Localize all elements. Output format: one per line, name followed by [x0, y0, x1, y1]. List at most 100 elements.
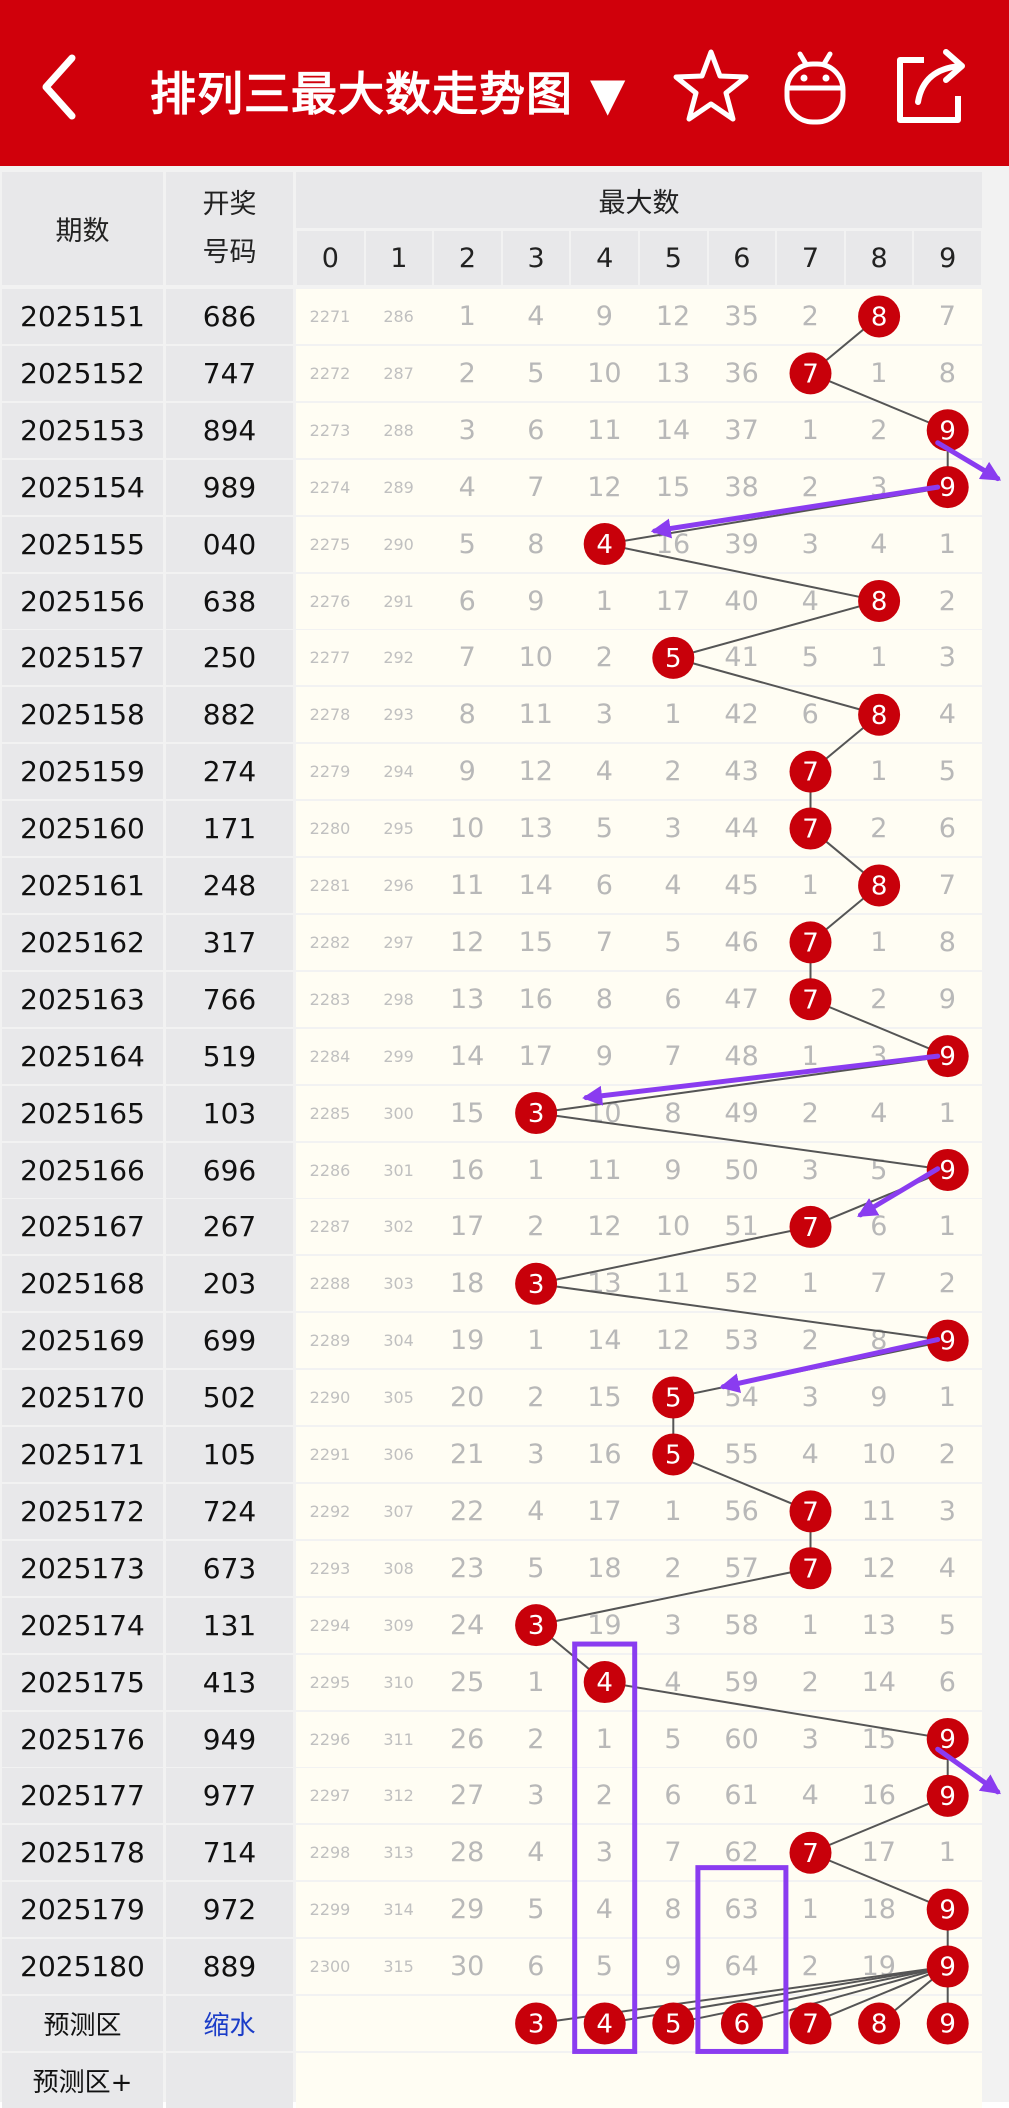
star-icon[interactable] — [666, 40, 756, 130]
max-digit-ball-circle[interactable] — [858, 579, 901, 622]
omission-value: 4 — [938, 1552, 956, 1584]
max-digit-ball-circle[interactable] — [789, 807, 832, 850]
predict-ball[interactable]: 3 — [528, 2009, 545, 2039]
max-digit-ball-circle[interactable] — [789, 1205, 832, 1248]
max-digit-ball-circle[interactable] — [515, 1092, 558, 1135]
max-digit-ball[interactable]: 9 — [939, 1896, 956, 1926]
omission-value: 8 — [664, 1894, 682, 1926]
omission-value: 2293 — [309, 1558, 351, 1578]
max-digit-ball-circle[interactable] — [583, 1661, 626, 1704]
max-digit-ball[interactable]: 9 — [939, 1042, 956, 1072]
max-digit-ball[interactable]: 7 — [802, 1497, 819, 1527]
table-row — [296, 1370, 982, 1426]
max-digit-ball[interactable]: 9 — [939, 1782, 956, 1812]
max-digit-ball[interactable]: 9 — [939, 1953, 956, 1983]
period-cell: 2025157 — [2, 630, 163, 686]
omission-value: 2290 — [309, 1388, 351, 1408]
max-digit-ball[interactable]: 3 — [528, 1611, 545, 1641]
omission-value: 2 — [801, 1325, 819, 1357]
max-digit-ball[interactable]: 7 — [802, 928, 819, 958]
omission-value: 2271 — [309, 307, 351, 326]
shrink-link-cell[interactable] — [166, 1996, 293, 2051]
max-digit-ball-circle[interactable] — [789, 921, 832, 964]
max-digit-ball-circle[interactable] — [652, 1376, 695, 1419]
omission-value: 7 — [938, 301, 956, 332]
max-digit-ball[interactable]: 4 — [596, 530, 613, 560]
predict-ball-circle[interactable] — [858, 2002, 901, 2045]
max-digit-ball[interactable]: 9 — [939, 416, 956, 446]
omission-value: 2294 — [309, 1615, 351, 1635]
max-digit-ball[interactable]: 9 — [939, 473, 956, 503]
omission-value: 18 — [587, 1552, 622, 1584]
back-arrow-icon[interactable] — [14, 40, 104, 130]
max-digit-ball[interactable]: 7 — [802, 985, 819, 1015]
annotation-arrow — [935, 440, 1002, 482]
max-digit-ball-circle[interactable] — [789, 750, 832, 793]
draw-number-cell: 317 — [166, 914, 293, 970]
max-digit-ball-circle[interactable] — [789, 978, 832, 1021]
predict-ball-circle[interactable] — [583, 2002, 626, 2045]
predict-ball[interactable]: 4 — [596, 2009, 613, 2039]
max-digit-ball-circle[interactable] — [789, 1831, 832, 1874]
page-title[interactable]: 排列三最大数走势图 ▼ — [150, 67, 627, 121]
omission-value: 2273 — [309, 420, 351, 440]
predict-ball-circle[interactable] — [789, 2002, 832, 2045]
max-digit-ball[interactable]: 4 — [596, 1668, 613, 1698]
max-digit-ball-circle[interactable] — [926, 1945, 969, 1988]
share-icon[interactable] — [884, 40, 974, 130]
max-digit-ball[interactable]: 9 — [939, 1725, 956, 1755]
predict-ball[interactable]: 7 — [802, 2009, 819, 2039]
max-digit-ball[interactable]: 7 — [802, 758, 819, 788]
robot-icon[interactable] — [770, 40, 860, 130]
max-digit-ball[interactable]: 5 — [665, 1440, 682, 1470]
predict-ball-circle[interactable] — [926, 2002, 969, 2045]
max-digit-ball-circle[interactable] — [789, 1547, 832, 1590]
table-row — [296, 1768, 982, 1824]
predict-ball[interactable]: 5 — [665, 2009, 682, 2039]
max-digit-ball[interactable]: 3 — [528, 1270, 545, 1300]
predict-ball[interactable]: 6 — [734, 2009, 751, 2039]
period-cell: 2025180 — [2, 1939, 163, 1995]
max-digit-ball-circle[interactable] — [652, 1433, 695, 1476]
omission-value: 9 — [527, 585, 545, 617]
max-digit-ball[interactable]: 7 — [802, 1213, 819, 1243]
predict-ball[interactable]: 8 — [871, 2009, 888, 2039]
max-digit-ball[interactable]: 7 — [802, 1839, 819, 1869]
max-digit-ball-circle[interactable] — [515, 1262, 558, 1305]
max-digit-ball-circle[interactable] — [926, 466, 969, 509]
predict-ball-circle[interactable] — [652, 2002, 695, 2045]
period-cell: 2025179 — [2, 1882, 163, 1938]
max-digit-ball-circle[interactable] — [789, 1490, 832, 1533]
omission-value: 10 — [655, 1211, 691, 1243]
max-digit-ball[interactable]: 8 — [871, 701, 888, 731]
max-digit-ball-circle[interactable] — [858, 864, 901, 907]
max-digit-ball-circle[interactable] — [789, 352, 832, 395]
max-digit-ball[interactable]: 5 — [665, 1384, 682, 1414]
max-digit-ball[interactable]: 9 — [939, 1156, 956, 1186]
max-digit-ball[interactable]: 8 — [871, 587, 888, 617]
omission-value: 7 — [458, 642, 476, 674]
max-digit-ball[interactable]: 7 — [802, 815, 819, 845]
max-digit-ball-circle[interactable] — [926, 1888, 969, 1931]
max-digit-ball-circle[interactable] — [926, 1035, 969, 1078]
max-digit-ball[interactable]: 3 — [528, 1099, 545, 1129]
max-digit-ball-circle[interactable] — [926, 1148, 969, 1191]
max-digit-ball-circle[interactable] — [858, 693, 901, 736]
max-digit-ball-circle[interactable] — [583, 523, 626, 566]
max-digit-ball[interactable]: 8 — [871, 302, 888, 332]
max-digit-ball[interactable]: 7 — [802, 1554, 819, 1584]
shrink-link[interactable]: 缩水 — [203, 2011, 256, 2041]
max-digit-ball-circle[interactable] — [652, 636, 695, 679]
max-digit-ball-circle[interactable] — [926, 1319, 969, 1362]
max-digit-ball[interactable]: 7 — [802, 359, 819, 389]
predict-ball-circle[interactable] — [515, 2002, 558, 2045]
max-digit-ball[interactable]: 8 — [871, 871, 888, 901]
predict-ball-circle[interactable] — [720, 2002, 763, 2045]
predict-ball[interactable]: 9 — [939, 2009, 956, 2039]
max-digit-ball-circle[interactable] — [858, 295, 901, 338]
max-digit-ball-circle[interactable] — [515, 1604, 558, 1647]
max-digit-ball[interactable]: 9 — [939, 1327, 956, 1357]
max-digit-ball[interactable]: 5 — [665, 644, 682, 674]
annotation-arrow — [650, 484, 941, 539]
max-digit-ball-circle[interactable] — [926, 1774, 969, 1817]
